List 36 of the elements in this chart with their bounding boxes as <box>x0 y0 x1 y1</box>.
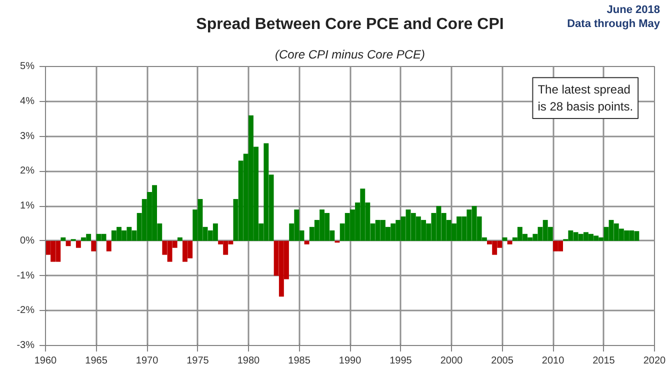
bar <box>60 237 66 241</box>
y-tick-label: -3% <box>16 340 35 351</box>
bar <box>91 240 96 252</box>
bar <box>507 240 512 244</box>
x-tick-label: 2010 <box>542 356 565 366</box>
y-tick-label: 4% <box>20 96 35 107</box>
x-tick-label: 1965 <box>85 356 108 366</box>
annotation: The latest spread is 28 basis points. <box>538 82 634 114</box>
bar <box>304 240 310 244</box>
chart-title: Spread Between Core PCE and Core CPI <box>196 16 504 33</box>
x-tick-label: 1990 <box>338 356 362 366</box>
bar <box>177 237 182 241</box>
y-tick-label: 1% <box>20 200 35 212</box>
y-tick-label: 3% <box>20 130 35 142</box>
x-tick-label: 1970 <box>136 356 159 366</box>
bar <box>66 240 71 246</box>
bar <box>76 240 81 248</box>
x-tick-label: 1980 <box>237 356 260 366</box>
bar <box>502 237 508 241</box>
chart-subtitle: (Core CPI minus Core PCE) <box>274 48 426 62</box>
x-tick-label: 1995 <box>390 356 412 366</box>
x-tick-label: 2005 <box>491 356 514 366</box>
x-tick-label: 1985 <box>288 356 311 366</box>
text: June 2018 <box>606 4 660 16</box>
x-tick-label: 2000 <box>440 356 464 366</box>
x-tick-label: 2020 <box>643 356 666 366</box>
y-tick-label: -2% <box>16 305 35 316</box>
bar <box>106 240 112 252</box>
x-tick-label: 1960 <box>34 356 58 366</box>
text: Data through May <box>567 18 660 30</box>
y-tick-label: 5% <box>20 61 35 72</box>
x-tick-label: 1975 <box>186 356 210 366</box>
y-tick-label: 2% <box>20 166 35 177</box>
y-tick-label: -1% <box>16 270 35 282</box>
y-tick-label: 0% <box>20 235 35 246</box>
x-tick-label: 2015 <box>592 356 616 366</box>
